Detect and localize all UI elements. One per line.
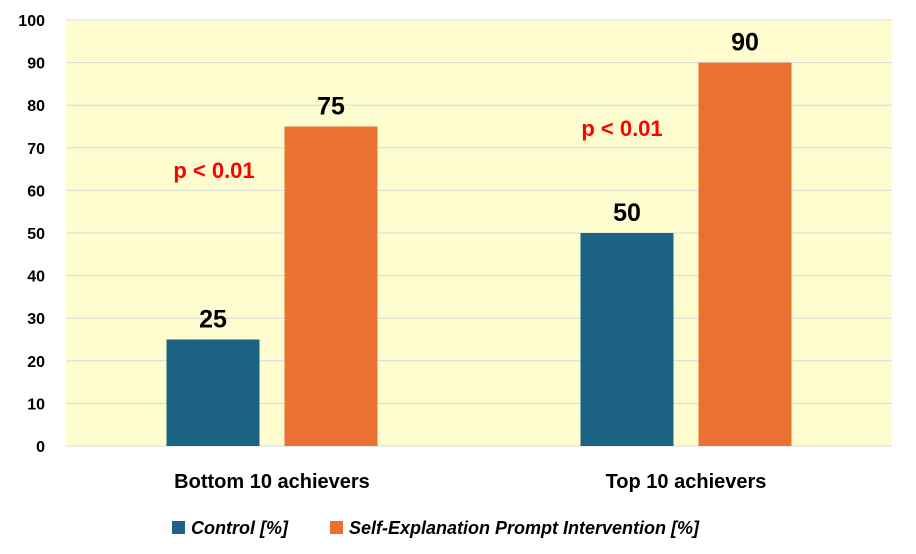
y-tick-label-50: 50 xyxy=(27,226,45,243)
legend-swatch-0 xyxy=(172,521,185,534)
y-tick-label-60: 60 xyxy=(27,183,45,200)
y-tick-label-80: 80 xyxy=(27,98,45,115)
p-value-annotation-1: p < 0.01 xyxy=(581,116,662,141)
y-axis-tick-labels: 0 10 20 30 40 50 60 70 80 90 100 xyxy=(18,13,45,456)
bar-intervention-1 xyxy=(698,62,792,446)
legend-label-1: Self-Explanation Prompt Intervention [%] xyxy=(349,518,700,538)
y-tick-label-0: 0 xyxy=(36,439,45,456)
category-label-1: Top 10 achievers xyxy=(606,471,767,493)
bar-control-0 xyxy=(166,339,260,446)
y-tick-label-90: 90 xyxy=(27,56,45,73)
y-tick-label-40: 40 xyxy=(27,269,45,286)
bar-intervention-0 xyxy=(284,126,378,446)
legend-swatch-1 xyxy=(330,521,343,534)
annotations: p < 0.01 p < 0.01 xyxy=(173,116,662,183)
y-tick-label-100: 100 xyxy=(18,13,45,30)
y-tick-label-30: 30 xyxy=(27,311,45,328)
legend-label-0: Control [%] xyxy=(191,518,289,538)
data-label-intervention-1: 90 xyxy=(731,29,759,57)
data-label-intervention-0: 75 xyxy=(317,93,345,121)
bars xyxy=(166,62,792,446)
data-labels: 25 75 50 90 xyxy=(199,29,759,334)
data-label-control-0: 25 xyxy=(199,306,227,334)
p-value-annotation-0: p < 0.01 xyxy=(173,158,254,183)
y-tick-label-10: 10 xyxy=(27,396,45,413)
data-label-control-1: 50 xyxy=(613,199,641,227)
legend: Control [%] Self-Explanation Prompt Inter… xyxy=(172,518,700,538)
bar-control-1 xyxy=(580,233,674,446)
y-tick-label-20: 20 xyxy=(27,354,45,371)
y-tick-label-70: 70 xyxy=(27,141,45,158)
x-axis-category-labels: Bottom 10 achievers Top 10 achievers xyxy=(174,471,766,493)
category-label-0: Bottom 10 achievers xyxy=(174,471,370,493)
